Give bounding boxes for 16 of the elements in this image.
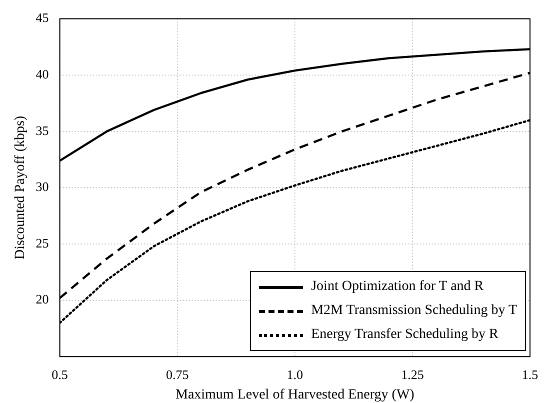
x-tick-label: 1.25 — [401, 366, 424, 382]
y-tick-label: 30 — [36, 179, 49, 194]
y-tick-label: 35 — [36, 122, 49, 138]
x-tick-label: 1.0 — [286, 366, 304, 382]
legend-label: Joint Optimization for T and R — [311, 278, 484, 296]
x-axis-title: Maximum Level of Harvested Energy (W) — [175, 387, 415, 402]
x-tick-label: 0.5 — [52, 366, 68, 382]
y-tick-label: 40 — [36, 66, 49, 82]
y-tick-label: 25 — [36, 235, 49, 250]
x-tick-label: 0.75 — [166, 366, 189, 382]
y-tick-label: 45 — [36, 10, 49, 26]
y-tick-label: 20 — [36, 292, 49, 307]
legend-label: M2M Transmission Scheduling by T — [311, 302, 517, 320]
y-axis-title: Discounted Payoff (kbps) — [13, 116, 28, 260]
legend-label: Energy Transfer Scheduling by R — [311, 326, 498, 344]
x-tick-label: 1.5 — [522, 366, 538, 382]
